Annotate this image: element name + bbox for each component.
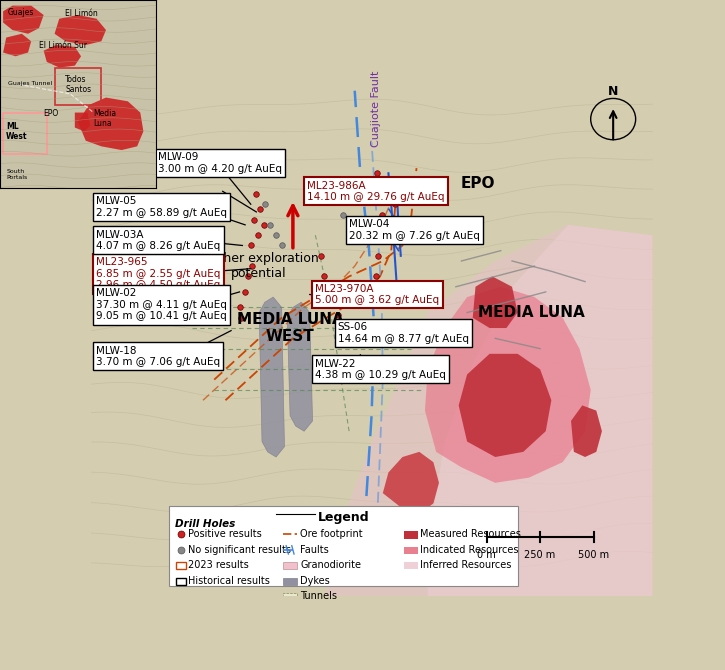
Text: Inferred Resources: Inferred Resources [420,560,512,570]
Text: MLW-09
3.00 m @ 4.20 g/t AuEq: MLW-09 3.00 m @ 4.20 g/t AuEq [158,152,282,174]
Text: MLW-18
3.70 m @ 7.06 g/t AuEq: MLW-18 3.70 m @ 7.06 g/t AuEq [96,346,220,367]
Text: No significant results: No significant results [188,545,291,555]
Polygon shape [78,98,144,150]
Bar [404,531,418,539]
Text: 500 m: 500 m [578,550,609,560]
Text: Historical results: Historical results [188,576,270,586]
Text: MLW-04
20.32 m @ 7.26 g/t AuEq: MLW-04 20.32 m @ 7.26 g/t AuEq [349,219,480,241]
Polygon shape [459,354,551,457]
Polygon shape [3,34,31,56]
Bar [283,593,297,600]
Polygon shape [260,297,284,457]
Text: MLW-02
37.30 m @ 4.11 g/t AuEq
9.05 m @ 10.41 g/t AuEq: MLW-02 37.30 m @ 4.11 g/t AuEq 9.05 m @ … [96,288,227,322]
Text: Further exploration
potential: Further exploration potential [199,252,319,280]
Polygon shape [428,225,652,596]
Text: Guajes Tunnel: Guajes Tunnel [8,80,52,86]
Text: ML23-965
6.85 m @ 2.55 g/t AuEq
2.96 m @ 4.50 g/t AuEq: ML23-965 6.85 m @ 2.55 g/t AuEq 2.96 m @… [96,257,220,291]
Text: Dykes: Dykes [300,576,330,586]
Text: Measured Resources: Measured Resources [420,529,521,539]
Bar [176,578,186,585]
Text: El Limón Sur: El Limón Sur [39,42,87,50]
Text: Granodiorite: Granodiorite [300,560,361,570]
Text: Positive results: Positive results [188,529,262,539]
Bar [3,113,46,154]
Polygon shape [383,452,439,514]
Text: MLW-05
2.27 m @ 58.89 g/t AuEq: MLW-05 2.27 m @ 58.89 g/t AuEq [96,196,227,218]
Text: EPO: EPO [461,176,496,191]
Polygon shape [571,405,602,457]
Polygon shape [44,45,81,68]
Text: Todos
Santos: Todos Santos [65,75,91,94]
Polygon shape [473,277,518,328]
Text: Ore footprint: Ore footprint [300,529,362,539]
Polygon shape [75,113,91,131]
Polygon shape [326,225,652,596]
Polygon shape [287,302,312,431]
Text: South
Portals: South Portals [7,169,28,180]
Bar [54,68,102,105]
Text: Faults: Faults [300,545,329,555]
Bar [283,578,297,585]
Text: Indicated Resources: Indicated Resources [420,545,519,555]
Bar [404,547,418,554]
Text: Guajes: Guajes [8,7,34,17]
Bar [176,562,186,570]
Text: El Limón: El Limón [65,9,98,18]
Bar [404,562,418,570]
Text: Cuajiote Fault: Cuajiote Fault [371,70,381,147]
Text: N: N [608,86,618,98]
Text: MEDIA LUNA
WEST: MEDIA LUNA WEST [237,312,344,344]
Text: Media
Luna: Media Luna [94,109,117,128]
Bar [283,562,297,570]
Text: MLW-03A
4.07 m @ 8.26 g/t AuEq: MLW-03A 4.07 m @ 8.26 g/t AuEq [96,230,220,251]
Text: ML23-986A
14.10 m @ 29.76 g/t AuEq: ML23-986A 14.10 m @ 29.76 g/t AuEq [307,180,444,202]
Text: 2023 results: 2023 results [188,560,249,570]
Text: Drill Holes: Drill Holes [175,519,235,529]
Text: SS-06
14.64 m @ 8.77 g/t AuEq: SS-06 14.64 m @ 8.77 g/t AuEq [338,322,469,344]
Text: Tunnels: Tunnels [300,592,337,601]
Text: ML
West: ML West [7,122,28,141]
Polygon shape [54,15,106,45]
Text: Legend: Legend [318,511,369,524]
Text: 250 m: 250 m [524,550,556,560]
Text: 0 m: 0 m [477,550,496,560]
Text: MEDIA LUNA: MEDIA LUNA [478,305,585,320]
Text: EPO: EPO [44,109,59,118]
Polygon shape [3,5,43,34]
Polygon shape [425,287,591,483]
Text: MLW-22
4.38 m @ 10.29 g/t AuEq: MLW-22 4.38 m @ 10.29 g/t AuEq [315,358,447,380]
Bar [170,506,518,586]
Text: ML23-970A
5.00 m @ 3.62 g/t AuEq: ML23-970A 5.00 m @ 3.62 g/t AuEq [315,283,439,306]
